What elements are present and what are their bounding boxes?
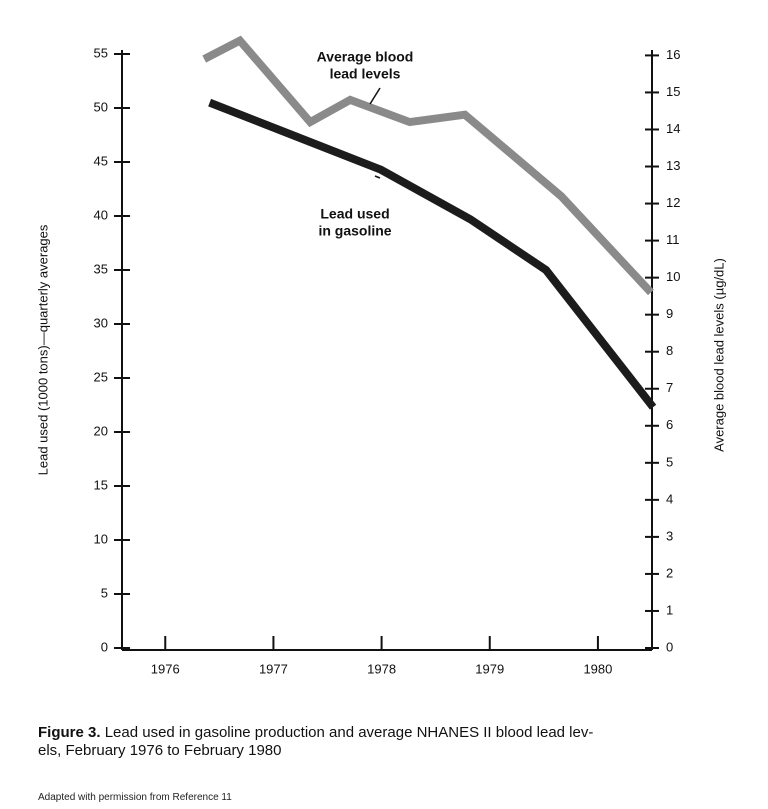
y2-tick-label: 12 — [666, 195, 680, 210]
y2-tick-label: 9 — [666, 306, 673, 321]
caption-label: Figure 3. — [38, 724, 101, 741]
y2-tick-label: 5 — [666, 454, 673, 469]
caption-line: Lead used in gasoline production and ave… — [104, 724, 594, 741]
y-tick-label: 15 — [94, 477, 108, 492]
series-label: Average blood — [317, 49, 414, 65]
y-tick-label: 20 — [94, 423, 108, 438]
y2-tick-label: 16 — [666, 47, 680, 62]
y2-tick-label: 13 — [666, 158, 680, 173]
y-tick-label: 45 — [94, 153, 108, 168]
caption-line: els, February 1976 to February 1980 — [38, 742, 282, 759]
y-tick-label: 0 — [101, 639, 108, 654]
series-label: lead levels — [330, 66, 401, 82]
y2-tick-label: 8 — [666, 343, 673, 358]
y-tick-label: 40 — [94, 207, 108, 222]
y2-tick-label: 14 — [666, 121, 680, 136]
chart: Lead used (1000 tons)—quarterly averages… — [35, 35, 726, 676]
y2-tick-label: 2 — [666, 565, 673, 580]
x-tick-label: 1979 — [475, 661, 504, 676]
y2-tick-label: 0 — [666, 639, 673, 654]
x-tick-label: 1977 — [259, 661, 288, 676]
caption: Figure 3. Lead used in gasoline producti… — [38, 724, 758, 760]
y-axis-label: Lead used (1000 tons)—quarterly averages — [35, 224, 50, 475]
leader-line — [369, 87, 381, 105]
y-tick-label: 25 — [94, 369, 108, 384]
y2-axis-label: Average blood lead levels (µg/dL) — [711, 258, 726, 452]
series-label: Lead used — [320, 206, 389, 222]
y-tick-label: 10 — [94, 531, 108, 546]
y-tick-label: 35 — [94, 261, 108, 276]
y-tick-label: 55 — [94, 45, 108, 60]
line-series — [202, 35, 654, 296]
note: Adapted with permission from Reference 1… — [38, 792, 232, 803]
y-tick-label: 30 — [94, 315, 108, 330]
y-tick-label: 5 — [101, 585, 108, 600]
y2-tick-label: 15 — [666, 84, 680, 99]
y2-tick-label: 3 — [666, 528, 673, 543]
y-tick-label: 50 — [94, 99, 108, 114]
y2-tick-label: 7 — [666, 380, 673, 395]
x-tick-label: 1976 — [151, 661, 180, 676]
line-series — [208, 98, 657, 410]
y2-tick-label: 1 — [666, 602, 673, 617]
x-tick-label: 1980 — [583, 661, 612, 676]
leader-line — [374, 175, 381, 179]
y2-tick-label: 11 — [666, 232, 680, 247]
series-label: in gasoline — [318, 223, 391, 239]
y2-tick-label: 4 — [666, 491, 673, 506]
y2-tick-label: 6 — [666, 417, 673, 432]
y2-tick-label: 10 — [666, 269, 680, 284]
x-tick-label: 1978 — [367, 661, 396, 676]
